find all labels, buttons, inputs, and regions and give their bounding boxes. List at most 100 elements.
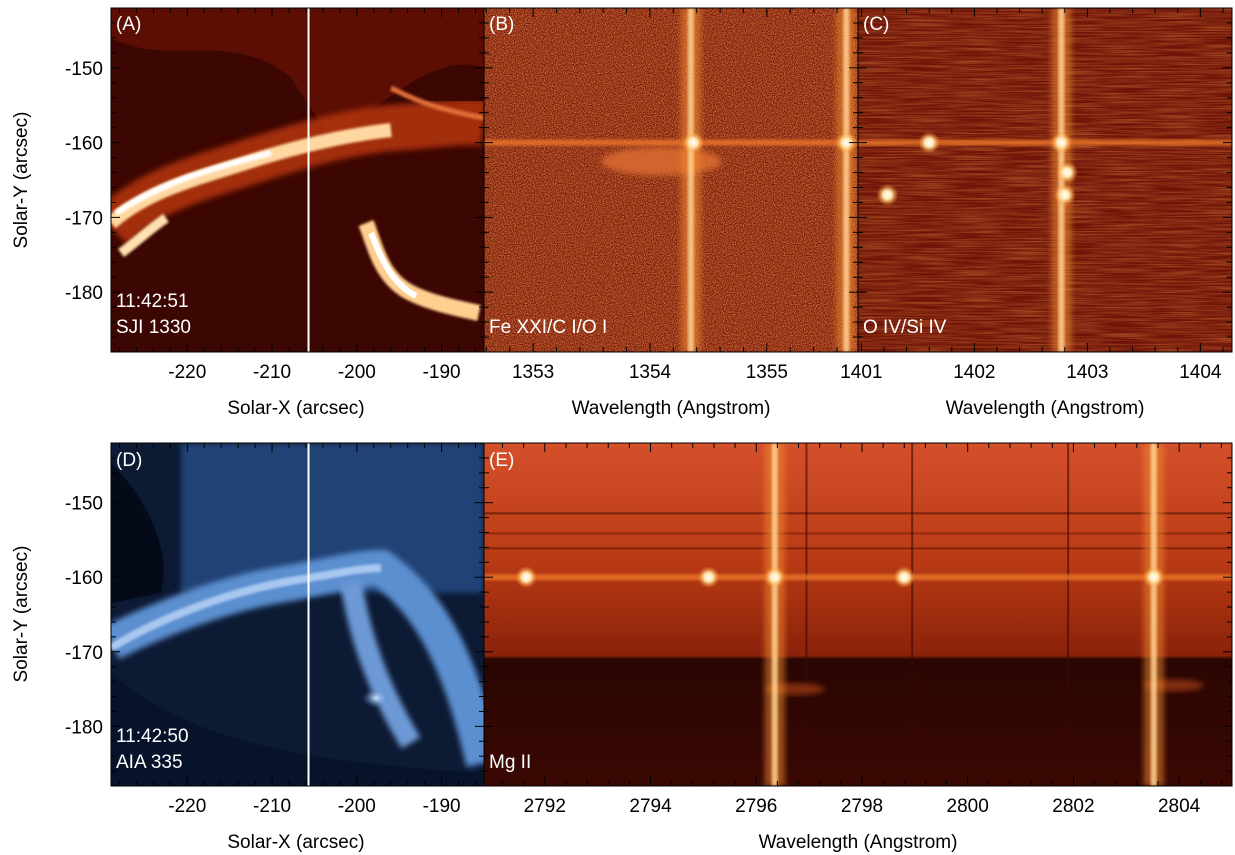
emission-line bbox=[687, 8, 694, 352]
detector-column bbox=[1067, 443, 1070, 786]
y-tick-label: -160 bbox=[65, 568, 103, 589]
line-label-b: Fe XXI/C I/O I bbox=[489, 317, 607, 338]
bright-knot bbox=[515, 566, 538, 589]
x-tick-label: 1402 bbox=[953, 362, 995, 383]
ribbon-core bbox=[368, 231, 418, 299]
x-tick-label: 1355 bbox=[746, 362, 788, 383]
xlabel-a: Solar-X (arcsec) bbox=[227, 398, 364, 419]
bright-knot bbox=[876, 183, 899, 206]
instrument-label-a: SJI 1330 bbox=[116, 317, 191, 338]
x-tick-label: 1401 bbox=[840, 362, 882, 383]
ylabel-a: Solar-Y (arcsec) bbox=[11, 112, 32, 249]
panel-letter-b: (B) bbox=[489, 14, 514, 35]
bright-loop bbox=[111, 564, 382, 652]
x-tick-label: -210 bbox=[253, 796, 291, 817]
time-label-a: 11:42:51 bbox=[116, 291, 189, 312]
dark-row bbox=[484, 532, 1232, 535]
flare-continuum-row bbox=[484, 139, 858, 146]
diffuse-emission bbox=[111, 8, 484, 138]
x-tick-label: -200 bbox=[338, 796, 376, 817]
x-tick-label: -220 bbox=[168, 362, 206, 383]
axis-frame bbox=[857, 7, 1233, 353]
emission-line bbox=[1150, 443, 1157, 786]
filament bbox=[389, 85, 484, 121]
detector-column bbox=[805, 443, 808, 786]
axes-d: -220 -210 -200 -190 -150 -160 -170 -180 bbox=[65, 442, 485, 817]
loop-footpoint bbox=[117, 213, 169, 257]
fe-xxi-blob bbox=[601, 147, 722, 176]
x-tick-label: -190 bbox=[423, 362, 461, 383]
panel-c: 1401 1402 1403 1404 (C) O IV/Si IV Wavelength… bbox=[840, 7, 1233, 419]
image-sji-1330 bbox=[111, 8, 484, 352]
x-tick-label: -200 bbox=[338, 362, 376, 383]
noise-texture bbox=[858, 8, 1232, 352]
xlabel-d: Solar-X (arcsec) bbox=[227, 832, 364, 853]
bright-knot bbox=[1142, 566, 1165, 589]
bright-knot bbox=[835, 131, 858, 154]
panel-d: -220 -210 -200 -190 -150 -160 -170 -180 (D) 11:4… bbox=[11, 442, 485, 853]
dark-lower bbox=[111, 673, 484, 786]
emission-line bbox=[771, 443, 778, 786]
emission-line bbox=[843, 8, 850, 352]
panel-e: 2792 2794 2796 2798 2800 2802 2804 (E) Mg II Wav… bbox=[483, 442, 1233, 853]
flare-continuum-row bbox=[484, 574, 1232, 581]
instrument-label-d: AIA 335 bbox=[116, 752, 183, 773]
bright-knot bbox=[697, 566, 720, 589]
spectrum-fe-xxi bbox=[484, 8, 858, 352]
y-tick-label: -160 bbox=[65, 134, 103, 155]
y-tick-label: -150 bbox=[65, 494, 103, 515]
panel-a: -220 -210 -200 -190 -150 -160 -170 -180 (A) 11:4… bbox=[11, 7, 485, 419]
noise-texture bbox=[484, 8, 858, 352]
y-tick-label: -180 bbox=[65, 283, 103, 304]
panel-letter-a: (A) bbox=[116, 14, 141, 35]
x-tick-label: 2792 bbox=[524, 796, 566, 817]
x-tick-label: 2796 bbox=[735, 796, 777, 817]
axes-b: 1353 1354 1355 bbox=[483, 7, 859, 383]
bright-knot bbox=[918, 131, 941, 154]
y-tick-label: -150 bbox=[65, 59, 103, 80]
panel-letter-d: (D) bbox=[116, 450, 142, 471]
image-content bbox=[111, 8, 484, 352]
axes-c: 1401 1402 1403 1404 bbox=[840, 7, 1233, 383]
time-label-d: 11:42:50 bbox=[116, 726, 189, 747]
image-content bbox=[858, 8, 1232, 352]
detector-column bbox=[911, 443, 914, 786]
flare-continuum-row bbox=[858, 139, 1232, 146]
x-tick-label: 2804 bbox=[1158, 796, 1201, 817]
x-tick-label: 2798 bbox=[841, 796, 883, 817]
line-label-c: O IV/Si IV bbox=[863, 317, 947, 338]
panel-letter-e: (E) bbox=[489, 450, 514, 471]
bright-knot bbox=[1056, 161, 1079, 184]
x-tick-label: 1354 bbox=[629, 362, 672, 383]
loop-legs bbox=[340, 581, 421, 749]
x-tick-label: 1404 bbox=[1179, 362, 1222, 383]
spectrum-background bbox=[484, 443, 1232, 786]
bright-knot bbox=[763, 566, 786, 589]
bright-knot bbox=[1050, 131, 1073, 154]
loop-core bbox=[114, 150, 272, 216]
spectrum-o-iv-si-iv bbox=[858, 8, 1232, 352]
image-content bbox=[484, 443, 1232, 786]
xlabel-e: Wavelength (Angstrom) bbox=[759, 832, 958, 853]
x-tick-label: 1403 bbox=[1066, 362, 1108, 383]
line-label-e: Mg II bbox=[489, 752, 531, 773]
image-content bbox=[111, 443, 484, 786]
bright-knot bbox=[893, 566, 916, 589]
axis-frame bbox=[483, 442, 1233, 787]
x-tick-label: 2802 bbox=[1052, 796, 1094, 817]
ylabel-d: Solar-Y (arcsec) bbox=[11, 546, 32, 683]
x-tick-label: 1353 bbox=[512, 362, 554, 383]
x-tick-label: 2794 bbox=[629, 796, 672, 817]
dark-row bbox=[484, 512, 1232, 515]
dark-region bbox=[111, 463, 164, 603]
y-tick-label: -170 bbox=[65, 643, 103, 664]
x-tick-label: 2800 bbox=[947, 796, 989, 817]
spectrum-mg-ii bbox=[484, 443, 1232, 786]
bright-kernel bbox=[362, 688, 390, 708]
x-tick-label: -210 bbox=[253, 362, 291, 383]
dark-row bbox=[484, 547, 1232, 550]
xlabel-b: Wavelength (Angstrom) bbox=[572, 398, 771, 419]
x-tick-label: -190 bbox=[423, 796, 461, 817]
x-tick-label: -220 bbox=[168, 796, 206, 817]
